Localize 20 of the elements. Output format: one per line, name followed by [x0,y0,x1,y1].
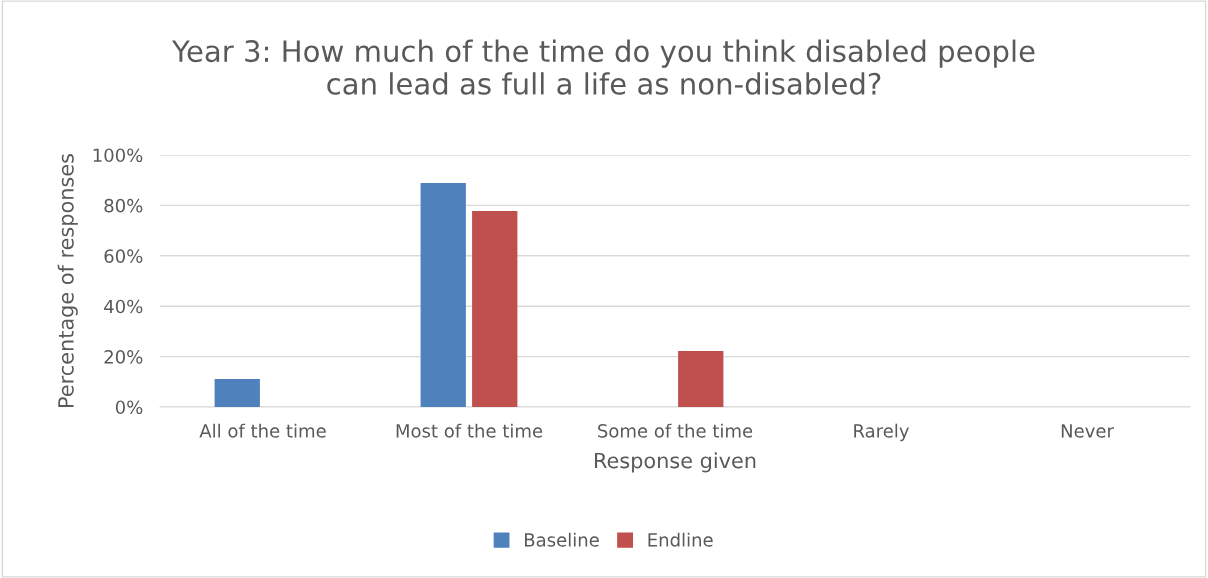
bar [472,210,518,407]
x-tick-label: Rarely [854,423,909,442]
chart-title: Year 3: How much of the time do you think disabled people can lead as full a life as non-disabled? [171,39,1035,95]
x-tick-label: Some of the time [598,423,753,438]
bar [678,351,724,407]
y-tick-label: 40% [104,299,143,314]
y-tick-label: 60% [104,249,143,263]
x-tick-label: Most of the time [396,423,543,438]
x-tick-label: Never [1061,424,1114,438]
bar [420,182,466,407]
x-tick-label: All of the time [199,423,326,438]
y-tick-label: 0% [115,400,143,415]
y-tick-label: 80% [104,198,143,213]
bar [214,379,260,407]
legend-label: Baseline [525,532,599,547]
y-axis-title: Percentage of responses [57,154,78,407]
y-tick-label: 100% [93,148,143,163]
legend-label: Endline [648,532,713,547]
x-axis-title: Response given [595,452,756,473]
y-tick-label: 20% [104,350,143,364]
